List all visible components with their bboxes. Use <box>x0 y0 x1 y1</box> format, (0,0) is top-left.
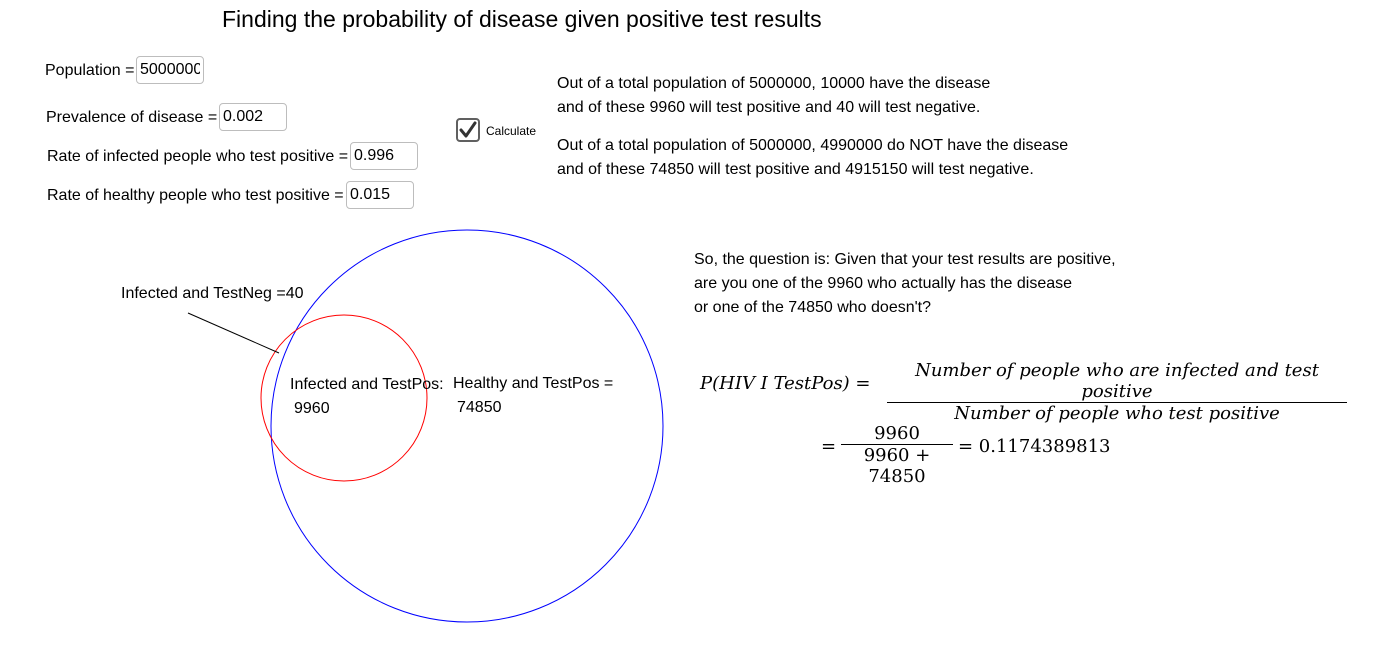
page-title: Finding the probability of disease given… <box>222 6 822 32</box>
formula-lhs: P(HIV I TestPos) = <box>700 373 871 394</box>
rate-healthy-positive-label: Rate of healthy people who test positive… <box>47 187 344 204</box>
calculate-checkbox[interactable] <box>456 118 480 142</box>
healthy-testpos-value: 74850 <box>457 399 502 416</box>
formula-result: = 0.1174389813 <box>958 436 1111 457</box>
formula-fraction: Number of people who are infected and te… <box>887 360 1347 424</box>
question-line1: So, the question is: Given that your tes… <box>694 251 1116 268</box>
calculate-label: Calculate <box>486 124 537 138</box>
formula-equals: = <box>821 436 837 457</box>
rate-infected-positive-input[interactable] <box>350 142 418 170</box>
infected-circle <box>260 314 428 482</box>
formula-numeric-fraction: 9960 9960 + 74850 <box>841 423 953 487</box>
population-label: Population = <box>45 62 135 79</box>
healthy-testpos-label: Healthy and TestPos = <box>453 375 614 392</box>
question-text: So, the question is: Given that your tes… <box>694 248 1116 320</box>
rate-healthy-positive-input[interactable] <box>346 181 414 209</box>
checkmark-icon <box>459 121 477 138</box>
numeric-numerator: 9960 <box>874 423 920 444</box>
population-circle <box>270 229 664 623</box>
infected-summary-line1: Out of a total population of 5000000, 10… <box>557 75 991 92</box>
healthy-summary-line1: Out of a total population of 5000000, 49… <box>557 137 1069 154</box>
prevalence-input[interactable] <box>219 103 287 131</box>
testneg-pointer-line <box>187 312 280 354</box>
prevalence-label: Prevalence of disease = <box>46 109 218 126</box>
healthy-summary: Out of a total population of 5000000, 49… <box>557 134 1068 182</box>
formula-numerator: Number of people who are infected and te… <box>915 360 1319 402</box>
infected-testpos-value: 9960 <box>294 400 330 417</box>
formula-denominator: Number of people who test positive <box>954 403 1280 424</box>
numeric-denominator: 9960 + 74850 <box>863 445 931 487</box>
numeric-fraction-bar <box>841 444 953 445</box>
question-line3: or one of the 74850 who doesn't? <box>694 299 932 316</box>
question-line2: are you one of the 9960 who actually has… <box>694 275 1073 292</box>
infected-summary-line2: and of these 9960 will test positive and… <box>557 99 981 116</box>
infected-testneg-label: Infected and TestNeg =40 <box>121 285 304 302</box>
healthy-summary-line2: and of these 74850 will test positive an… <box>557 161 1034 178</box>
fraction-bar <box>887 402 1347 403</box>
population-input[interactable] <box>136 56 204 84</box>
infected-summary: Out of a total population of 5000000, 10… <box>557 72 990 120</box>
infected-testpos-label: Infected and TestPos: <box>290 376 444 393</box>
rate-infected-positive-label: Rate of infected people who test positiv… <box>47 148 349 165</box>
